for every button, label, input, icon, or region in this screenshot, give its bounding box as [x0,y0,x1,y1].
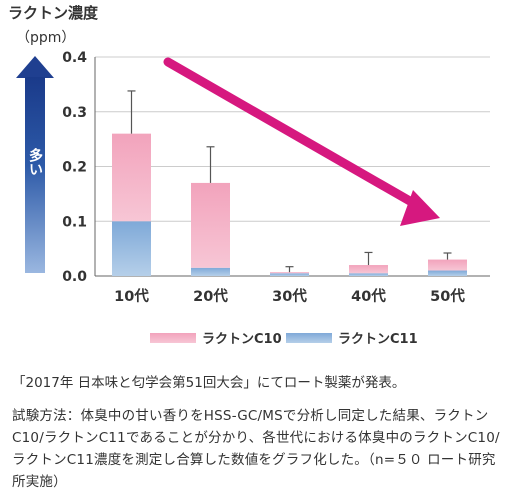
x-tick-label: 20代 [193,287,228,305]
more-arrow [16,56,54,273]
x-tick-label: 10代 [114,287,149,305]
x-tick-label: 50代 [430,287,465,305]
y-tick-label: 0.4 [62,50,87,66]
bar-segment [191,267,230,276]
trend-arrow-line [163,57,427,213]
bar-segment [349,265,388,274]
legend: ラクトンC10 ラクトンC11 [150,332,418,347]
y-tick-label: 0.0 [62,269,87,285]
bar-segment [191,182,230,268]
bar-segment [270,272,309,274]
legend-label-c11: ラクトンC11 [338,332,418,347]
x-tick-label: 30代 [272,287,307,305]
y-tick-label: 0.1 [62,214,87,230]
trend-arrow-head [400,190,440,226]
legend-label-c10: ラクトンC10 [202,332,282,347]
legend-swatch-c10 [150,333,196,343]
y-axis-unit: （ppm） [16,30,75,46]
bar-segment [112,133,151,222]
source-line: 「2017年 日本味と匂学会第51回大会」にてロート製薬が発表。 [12,375,406,391]
plot-area: 0.0 0.1 0.2 0.3 0.4 10代 20代 30代 40代 50代 [62,50,490,305]
bar-segment [270,273,309,276]
y-tick-label: 0.3 [62,105,87,121]
bar-segment [349,273,388,276]
method-text: 試験方法：体臭中の甘い香りをHSS-GC/MSで分析し同定した結果、ラクトンC1… [12,408,500,490]
bar-segment [428,259,467,271]
lactone-chart: ラクトン濃度 （ppm） 多い 0.0 0.1 0.2 0.3 0.4 10代 20代 30代… [8,4,490,347]
y-tick-label: 0.2 [62,160,87,176]
legend-swatch-c11 [286,333,332,343]
bar-segment [428,270,467,276]
side-label: 多い [27,147,43,176]
x-tick-label: 40代 [351,287,386,305]
chart-title: ラクトン濃度 [8,4,99,22]
bar-segment [112,221,151,276]
